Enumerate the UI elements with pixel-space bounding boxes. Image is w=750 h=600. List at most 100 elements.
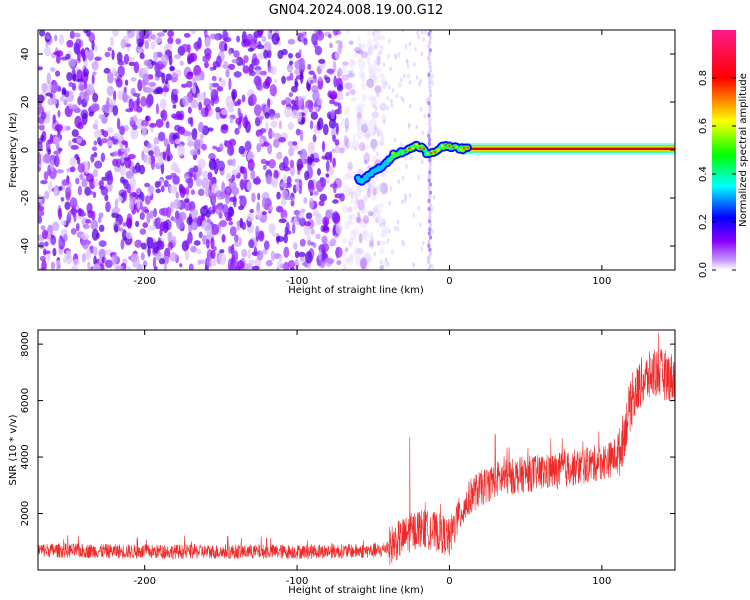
noise-blob	[67, 210, 72, 218]
noise-blob	[357, 56, 361, 63]
noise-blob	[419, 106, 423, 112]
noise-blob	[226, 187, 231, 194]
noise-blob	[328, 33, 332, 39]
noise-blob	[76, 138, 82, 144]
noise-blob	[269, 114, 275, 120]
noise-spike-blob	[428, 190, 433, 195]
noise-blob	[273, 169, 279, 180]
noise-blob	[388, 84, 391, 90]
noise-blob	[69, 166, 76, 173]
noise-blob	[116, 51, 123, 63]
noise-blob	[333, 101, 340, 107]
noise-blob	[270, 250, 276, 261]
noise-spike-blob	[428, 218, 432, 224]
noise-blob	[369, 66, 377, 78]
snr-axes: -200 -100 0 100 2000 4000 6000 8000	[20, 330, 675, 587]
noise-blob	[381, 76, 388, 89]
y-tick-label: 4000	[20, 444, 31, 469]
noise-blob	[303, 221, 312, 227]
noise-blob	[233, 71, 242, 78]
noise-blob	[259, 70, 267, 76]
noise-blob	[268, 158, 276, 169]
noise-blob	[241, 248, 248, 258]
noise-blob	[400, 199, 404, 205]
noise-blob	[379, 232, 385, 238]
noise-blob	[177, 144, 185, 157]
noise-blob	[287, 122, 295, 130]
noise-blob	[315, 233, 321, 240]
snr-xlabel: Height of straight line (km)	[288, 585, 424, 596]
noise-blob	[70, 228, 77, 235]
noise-blob	[307, 81, 311, 92]
signal-blob-peak	[455, 145, 458, 149]
noise-blob	[288, 92, 294, 98]
noise-blob	[87, 49, 94, 62]
noise-blob	[342, 61, 349, 66]
noise-blob	[166, 206, 172, 219]
noise-blob	[359, 256, 368, 269]
noise-blob	[140, 252, 145, 261]
noise-blob	[298, 213, 305, 219]
noise-blob	[77, 185, 83, 196]
noise-blob	[85, 248, 92, 261]
colorbar-tick-label: 0.4	[698, 166, 709, 182]
noise-spike-blob	[428, 202, 433, 208]
noise-blob	[417, 174, 420, 180]
noise-blob	[262, 248, 268, 255]
noise-blob	[228, 181, 237, 189]
noise-blob	[197, 121, 204, 133]
noise-blob	[303, 224, 311, 236]
noise-blob	[364, 252, 372, 263]
noise-blob	[94, 160, 103, 169]
noise-blob	[357, 103, 366, 109]
noise-blob	[299, 148, 308, 161]
noise-blob	[53, 150, 61, 155]
noise-blob	[225, 69, 230, 78]
noise-blob	[114, 198, 119, 209]
noise-blob	[247, 159, 255, 171]
noise-blob	[332, 30, 339, 36]
noise-blob	[38, 66, 43, 71]
noise-blob	[128, 98, 134, 111]
noise-blob	[183, 198, 190, 204]
noise-blob	[325, 210, 332, 219]
noise-blob	[351, 58, 357, 66]
noise-blob	[103, 67, 111, 74]
noise-spike-blob	[428, 182, 432, 187]
noise-blob	[157, 131, 166, 142]
noise-spike-blob	[428, 125, 432, 130]
noise-blob	[44, 241, 49, 247]
noise-blob	[98, 180, 104, 187]
noise-blob	[383, 118, 386, 124]
noise-blob	[139, 212, 145, 220]
noise-blob	[343, 184, 349, 190]
noise-blob	[353, 47, 362, 53]
noise-blob	[404, 195, 408, 201]
noise-blob	[380, 240, 388, 246]
noise-blob	[341, 237, 348, 244]
noise-blob	[152, 256, 157, 269]
noise-blob	[213, 246, 217, 252]
noise-blob	[283, 246, 290, 258]
noise-blob	[172, 104, 177, 109]
noise-blob	[155, 103, 159, 115]
noise-blob	[379, 222, 382, 228]
y-tick-label: 8000	[20, 331, 31, 356]
noise-blob	[372, 207, 376, 213]
noise-blob	[356, 214, 362, 226]
noise-blob	[396, 226, 400, 232]
noise-blob	[162, 30, 168, 33]
noise-blob	[326, 68, 335, 74]
noise-blob	[169, 66, 176, 72]
noise-blob	[231, 169, 239, 176]
noise-blob	[334, 50, 340, 60]
noise-blob	[220, 78, 226, 88]
noise-blob	[251, 265, 260, 270]
noise-blob	[364, 48, 372, 56]
noise-blob	[167, 36, 174, 45]
noise-blob	[197, 158, 206, 169]
noise-blob	[148, 30, 152, 36]
noise-blob	[251, 192, 256, 203]
noise-blob	[45, 140, 51, 151]
